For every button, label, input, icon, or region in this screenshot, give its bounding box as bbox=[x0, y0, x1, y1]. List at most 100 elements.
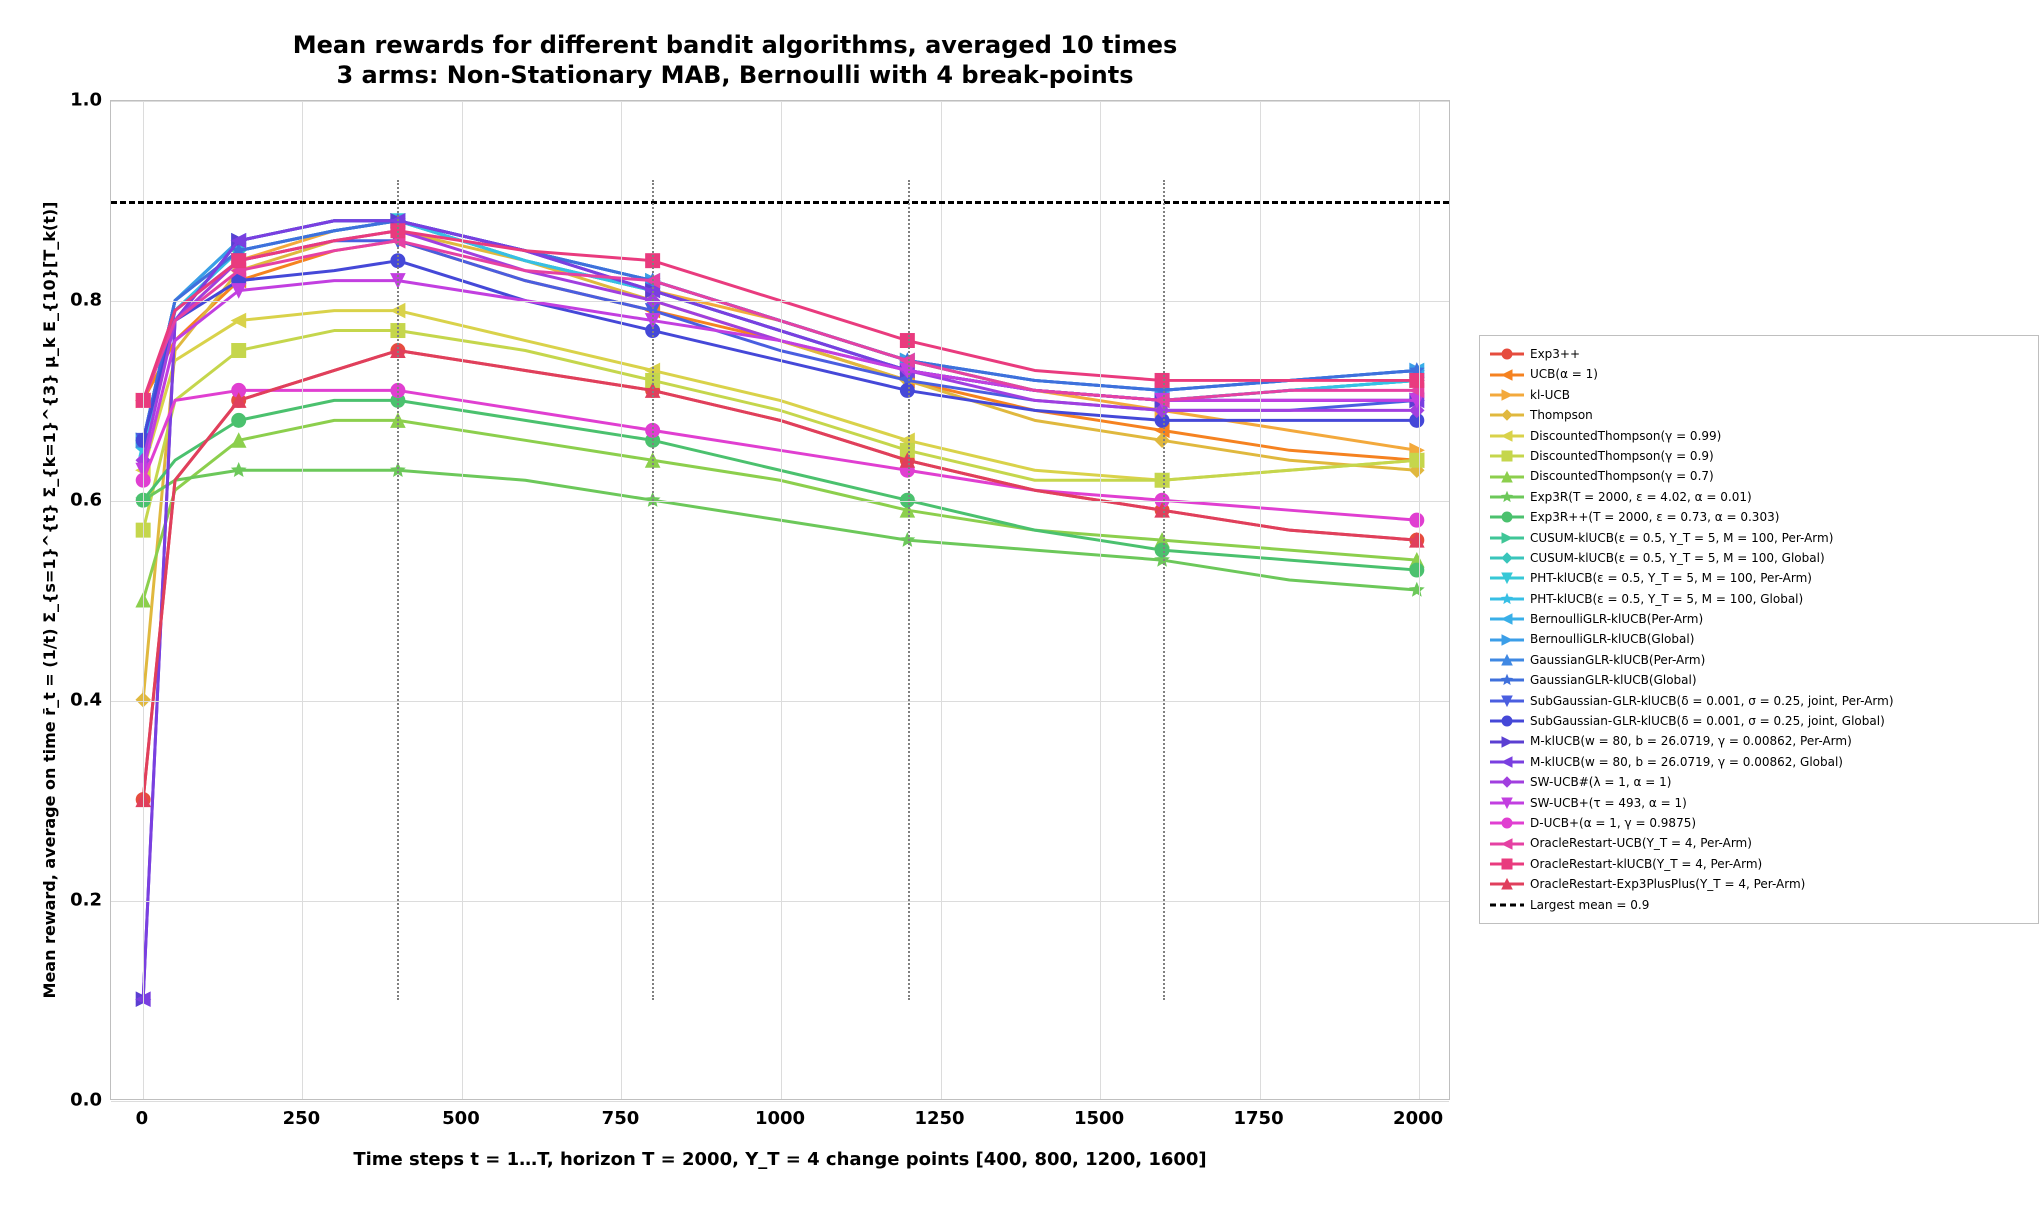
gridline-h bbox=[111, 701, 1449, 702]
legend-swatch bbox=[1490, 571, 1524, 585]
breakpoint-line bbox=[397, 180, 399, 1000]
legend-swatch bbox=[1490, 898, 1524, 912]
series-line bbox=[143, 351, 1417, 800]
legend-row: PHT-klUCB(ε = 0.5, Υ_T = 5, M = 100, Per… bbox=[1490, 568, 2028, 588]
gridline-v bbox=[1100, 101, 1101, 1099]
gridline-v bbox=[941, 101, 942, 1099]
legend: Exp3++UCB(α = 1)kl-UCBThompsonDiscounted… bbox=[1479, 335, 2039, 924]
series-line bbox=[143, 351, 1417, 800]
legend-swatch bbox=[1490, 796, 1524, 810]
legend-swatch bbox=[1490, 347, 1524, 361]
legend-label: BernoulliGLR-klUCB(Global) bbox=[1530, 629, 1694, 649]
xtick-label: 500 bbox=[442, 1108, 480, 1129]
legend-label: CUSUM-klUCB(ε = 0.5, Υ_T = 5, M = 100, G… bbox=[1530, 548, 1825, 568]
legend-label: Exp3R++(T = 2000, ε = 0.73, α = 0.303) bbox=[1530, 507, 1779, 527]
legend-swatch bbox=[1490, 368, 1524, 382]
breakpoint-line bbox=[908, 180, 910, 1000]
legend-label: UCB(α = 1) bbox=[1530, 364, 1598, 384]
legend-label: SubGaussian-GLR-klUCB(δ = 0.001, σ = 0.2… bbox=[1530, 711, 1885, 731]
legend-row: M-klUCB(w = 80, b = 26.0719, γ = 0.00862… bbox=[1490, 752, 2028, 772]
series-markers bbox=[136, 224, 1424, 707]
legend-row: Exp3++ bbox=[1490, 344, 2028, 364]
legend-swatch bbox=[1490, 653, 1524, 667]
chart-lines bbox=[111, 101, 1449, 1099]
legend-row: GaussianGLR-klUCB(Per-Arm) bbox=[1490, 650, 2028, 670]
legend-label: Largest mean = 0.9 bbox=[1530, 895, 1649, 915]
legend-swatch bbox=[1490, 694, 1524, 708]
gridline-v bbox=[143, 101, 144, 1099]
xtick-label: 750 bbox=[602, 1108, 640, 1129]
gridline-v bbox=[781, 101, 782, 1099]
legend-row: GaussianGLR-klUCB(Global) bbox=[1490, 670, 2028, 690]
legend-label: OracleRestart-UCB(Υ_T = 4, Per-Arm) bbox=[1530, 833, 1752, 853]
title-line-1: Mean rewards for different bandit algori… bbox=[20, 30, 1450, 60]
legend-label: M-klUCB(w = 80, b = 26.0719, γ = 0.00862… bbox=[1530, 731, 1852, 751]
series-line bbox=[143, 231, 1417, 461]
legend-row: Exp3R(T = 2000, ε = 4.02, α = 0.01) bbox=[1490, 487, 2028, 507]
legend-row: SW-UCB+(τ = 493, α = 1) bbox=[1490, 793, 2028, 813]
reference-line bbox=[111, 201, 1449, 204]
figure: Mean rewards for different bandit algori… bbox=[20, 20, 2039, 1210]
legend-swatch bbox=[1490, 877, 1524, 891]
legend-label: kl-UCB bbox=[1530, 385, 1570, 405]
legend-row: SW-UCB#(λ = 1, α = 1) bbox=[1490, 772, 2028, 792]
series-markers bbox=[136, 344, 1424, 807]
series-line bbox=[143, 221, 1417, 451]
legend-label: SubGaussian-GLR-klUCB(δ = 0.001, σ = 0.2… bbox=[1530, 691, 1894, 711]
legend-row: Thompson bbox=[1490, 405, 2028, 425]
legend-row: PHT-klUCB(ε = 0.5, Υ_T = 5, M = 100, Glo… bbox=[1490, 589, 2028, 609]
legend-row: DiscountedThompson(γ = 0.99) bbox=[1490, 426, 2028, 446]
series-line bbox=[143, 231, 1417, 401]
gridline-h bbox=[111, 1101, 1449, 1102]
legend-row: SubGaussian-GLR-klUCB(δ = 0.001, σ = 0.2… bbox=[1490, 691, 2028, 711]
legend-row: kl-UCB bbox=[1490, 385, 2028, 405]
plot-area bbox=[110, 100, 1450, 1100]
legend-label: SW-UCB#(λ = 1, α = 1) bbox=[1530, 772, 1671, 792]
series-line bbox=[143, 241, 1417, 401]
x-axis-label: Time steps t = 1…T, horizon T = 2000, Υ_… bbox=[110, 1149, 1450, 1170]
ytick-label: 0.0 bbox=[42, 1090, 102, 1111]
legend-swatch bbox=[1490, 735, 1524, 749]
series-markers bbox=[136, 224, 1424, 468]
legend-row: Exp3R++(T = 2000, ε = 0.73, α = 0.303) bbox=[1490, 507, 2028, 527]
series-line bbox=[143, 221, 1417, 451]
y-axis-label: Mean reward, average on time r̄_t = (1/t… bbox=[40, 202, 59, 999]
legend-row: D-UCB+(α = 1, γ = 0.9875) bbox=[1490, 813, 2028, 833]
series-line bbox=[143, 470, 1417, 590]
series-line bbox=[143, 420, 1417, 600]
series-line bbox=[143, 221, 1417, 451]
legend-swatch bbox=[1490, 755, 1524, 769]
series-markers bbox=[137, 463, 1424, 595]
ytick-label: 0.6 bbox=[42, 490, 102, 511]
gridline-h bbox=[111, 501, 1449, 502]
legend-row: OracleRestart-Exp3PlusPlus(Υ_T = 4, Per-… bbox=[1490, 874, 2028, 894]
legend-swatch bbox=[1490, 592, 1524, 606]
ytick-label: 0.8 bbox=[42, 290, 102, 311]
legend-label: GaussianGLR-klUCB(Per-Arm) bbox=[1530, 650, 1705, 670]
legend-label: SW-UCB+(τ = 493, α = 1) bbox=[1530, 793, 1687, 813]
legend-swatch bbox=[1490, 612, 1524, 626]
gridline-h bbox=[111, 901, 1449, 902]
gridline-v bbox=[621, 101, 622, 1099]
legend-label: CUSUM-klUCB(ε = 0.5, Υ_T = 5, M = 100, P… bbox=[1530, 528, 1833, 548]
series-markers bbox=[136, 274, 1424, 478]
xtick-label: 1000 bbox=[755, 1108, 805, 1129]
legend-label: PHT-klUCB(ε = 0.5, Υ_T = 5, M = 100, Glo… bbox=[1530, 589, 1803, 609]
legend-swatch bbox=[1490, 551, 1524, 565]
legend-row: CUSUM-klUCB(ε = 0.5, Υ_T = 5, M = 100, P… bbox=[1490, 528, 2028, 548]
legend-row: SubGaussian-GLR-klUCB(δ = 0.001, σ = 0.2… bbox=[1490, 711, 2028, 731]
xtick-label: 1250 bbox=[914, 1108, 964, 1129]
gridline-v bbox=[1260, 101, 1261, 1099]
legend-swatch bbox=[1490, 429, 1524, 443]
legend-label: BernoulliGLR-klUCB(Per-Arm) bbox=[1530, 609, 1703, 629]
breakpoint-line bbox=[1163, 180, 1165, 1000]
legend-label: D-UCB+(α = 1, γ = 0.9875) bbox=[1530, 813, 1696, 833]
legend-row: UCB(α = 1) bbox=[1490, 364, 2028, 384]
ytick-label: 1.0 bbox=[42, 90, 102, 111]
ytick-label: 0.2 bbox=[42, 890, 102, 911]
legend-row: M-klUCB(w = 80, b = 26.0719, γ = 0.00862… bbox=[1490, 731, 2028, 751]
legend-swatch bbox=[1490, 837, 1524, 851]
gridline-v bbox=[462, 101, 463, 1099]
legend-swatch bbox=[1490, 714, 1524, 728]
legend-swatch bbox=[1490, 510, 1524, 524]
